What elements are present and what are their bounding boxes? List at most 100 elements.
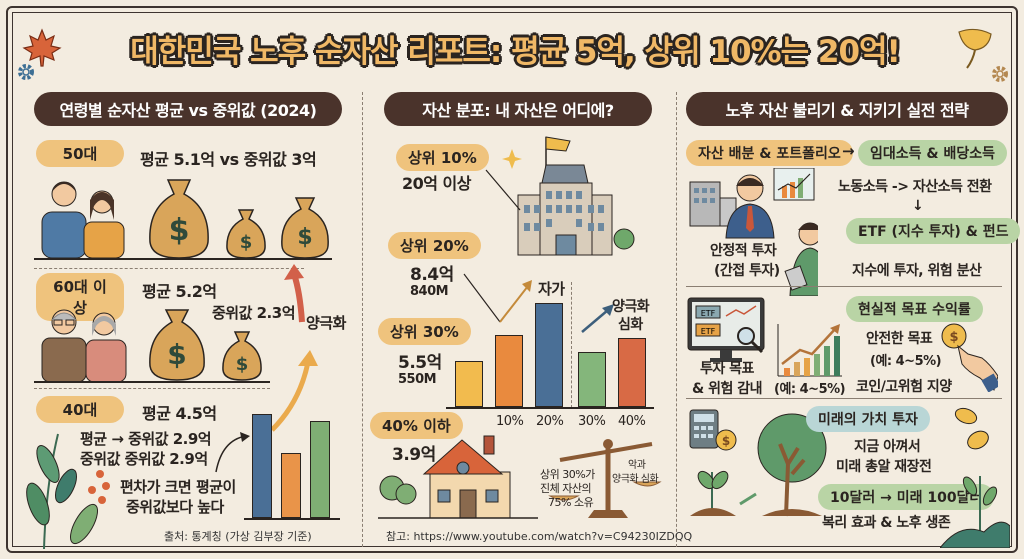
chart-axis [244,518,340,520]
chart-bar [310,421,330,518]
example-rate: (예: 4~5%) [774,382,846,397]
x-tick: 10% [496,414,524,429]
section-header: 연령별 순자산 평균 vs 중위값 (2024) [34,92,342,126]
40s-mean: 평균 4.5억 [142,404,217,423]
portfolio-pill: 자산 배분 & 포트폴리오 [686,140,853,166]
section-header: 노후 자산 불리기 & 지키기 실전 전략 [686,92,1008,126]
scale-left-text: 상위 30%가 [540,468,595,481]
svg-text:$: $ [722,434,730,448]
money-bag-icon: $ [281,197,329,259]
compound-text: 복리 효과 & 노후 생존 [822,515,951,531]
x-tick: 20% [536,414,564,429]
etf-description: 지수에 투자, 위험 분산 [852,263,982,279]
stable-invest-label: (간접 투자) [714,263,780,279]
40s-note: 중위값보다 높다 [126,498,224,516]
maple-leaf-icon [22,28,62,67]
plant-decoration [26,433,110,549]
growth-chart-illustration [777,324,842,377]
transition-text: 노동소득 -> 자산소득 전환 [838,179,992,195]
pointer-line [485,169,521,211]
curved-arrow-icon [215,432,250,473]
chart-bar [495,335,523,407]
svg-text:ETF: ETF [701,309,716,318]
age-badge-60s: 60대 이상 [36,273,124,321]
save-text: 미래 총알 재장전 [836,459,932,475]
future-value-pill: 미래의 가치 투자 [806,406,930,432]
coin-avoid-label: 코인/고위험 지양 [856,379,952,395]
house-illustration [378,435,538,519]
right-column: 노후 자산 불리기 & 지키기 실전 전략 [686,92,1008,126]
40s-note: 중위값 중위값 2.9억 [80,450,208,468]
chart-bar [281,453,301,518]
tier-value: 8.4억 [410,265,454,285]
chart-bar [618,338,646,407]
scale-right-text: 양극화 심화 [612,474,659,485]
monitor-etf-illustration: ETF ETF [687,297,765,362]
x-tick: 40% [618,414,646,429]
60s-median: 중위값 2.3억 [212,304,296,322]
money-bag-icon: $ [149,309,205,381]
source-note: 출처: 통계칭 (가상 김부장 기준) [164,530,312,543]
etf-pill: ETF (지수 투자) & 펀드 [846,218,1021,244]
svg-text:$: $ [167,338,186,371]
tier-badge-bottom40: 40% 이하 [370,412,463,439]
save-text: 지금 아껴서 [854,439,921,455]
tier-subvalue: 550M [398,372,437,387]
office-building-illustration [502,136,635,256]
polarization-label: 양극화 [612,299,650,315]
outer-frame [6,6,1018,553]
60s-mean: 평균 5.2억 [142,282,217,301]
50s-summary: 평균 5.1억 vs 중위값 3억 [140,150,317,169]
plant-decoration [940,476,1010,548]
40s-note: 편차가 크면 평균이 [120,478,236,496]
reference-link[interactable]: 참고: https://www.youtube.com/watch?v=C942… [386,530,693,543]
target-return-pill: 현실적 목표 수익률 [846,296,983,322]
stable-invest-label: 안정적 투자 [710,243,777,259]
chart-bar [252,414,272,518]
svg-text:$: $ [949,330,958,345]
safe-goal-rate: (예: 4~5%) [870,354,942,369]
ground-line [34,381,270,383]
scale-right-text: 악과 [628,460,646,471]
tier-badge-top20: 상위 20% [388,232,481,259]
40s-note: 평균 → 중위값 2.9억 [80,430,212,448]
scale-left-text: 진체 자산의 [540,482,592,495]
money-bag-icon: $ [226,209,266,259]
chart-bar [455,361,483,407]
money-bag-icon: $ [222,331,262,381]
chart-divider [571,282,572,408]
trend-arrow [581,304,614,333]
chart-bar [578,352,606,407]
coin-hand-icon: $ [941,323,998,392]
ground-line [34,258,332,260]
x-tick: 30% [578,414,606,429]
couple-illustration [41,181,125,258]
divider [34,388,270,389]
divider [686,286,1002,287]
balance-scale-illustration [548,439,662,518]
svg-text:$: $ [297,225,312,250]
invest-goal-label: & 위험 감내 [692,381,762,397]
own-home-label: 자가 [538,280,565,298]
growth-tree-illustration: $ [689,409,827,517]
divider [686,398,1002,399]
section-header: 자산 분포: 내 자산은 어디에? [384,92,652,126]
arrow: → [842,142,855,160]
tier-value: 3.9억 [392,445,436,465]
age-badge-40s: 40대 [36,396,124,423]
middle-column: 자산 분포: 내 자산은 어디에? [384,92,652,126]
invest-goal-label: 투자 목표 [700,361,754,377]
down-arrow: ↓ [912,198,924,214]
scale-left-text: 75% 소유 [548,496,594,509]
divider [34,268,304,269]
trend-arrow [463,273,532,323]
tier-value: 20억 이상 [402,174,472,193]
chart-bar [535,303,563,407]
svg-text:$: $ [236,354,249,375]
ginkgo-leaf-icon [958,28,992,69]
deepening-label: 심화 [618,317,643,333]
tier-badge-top10: 상위 10% [396,144,489,171]
column-divider [676,92,677,547]
advisor-illustration [689,168,818,296]
gear-icon [18,64,34,80]
